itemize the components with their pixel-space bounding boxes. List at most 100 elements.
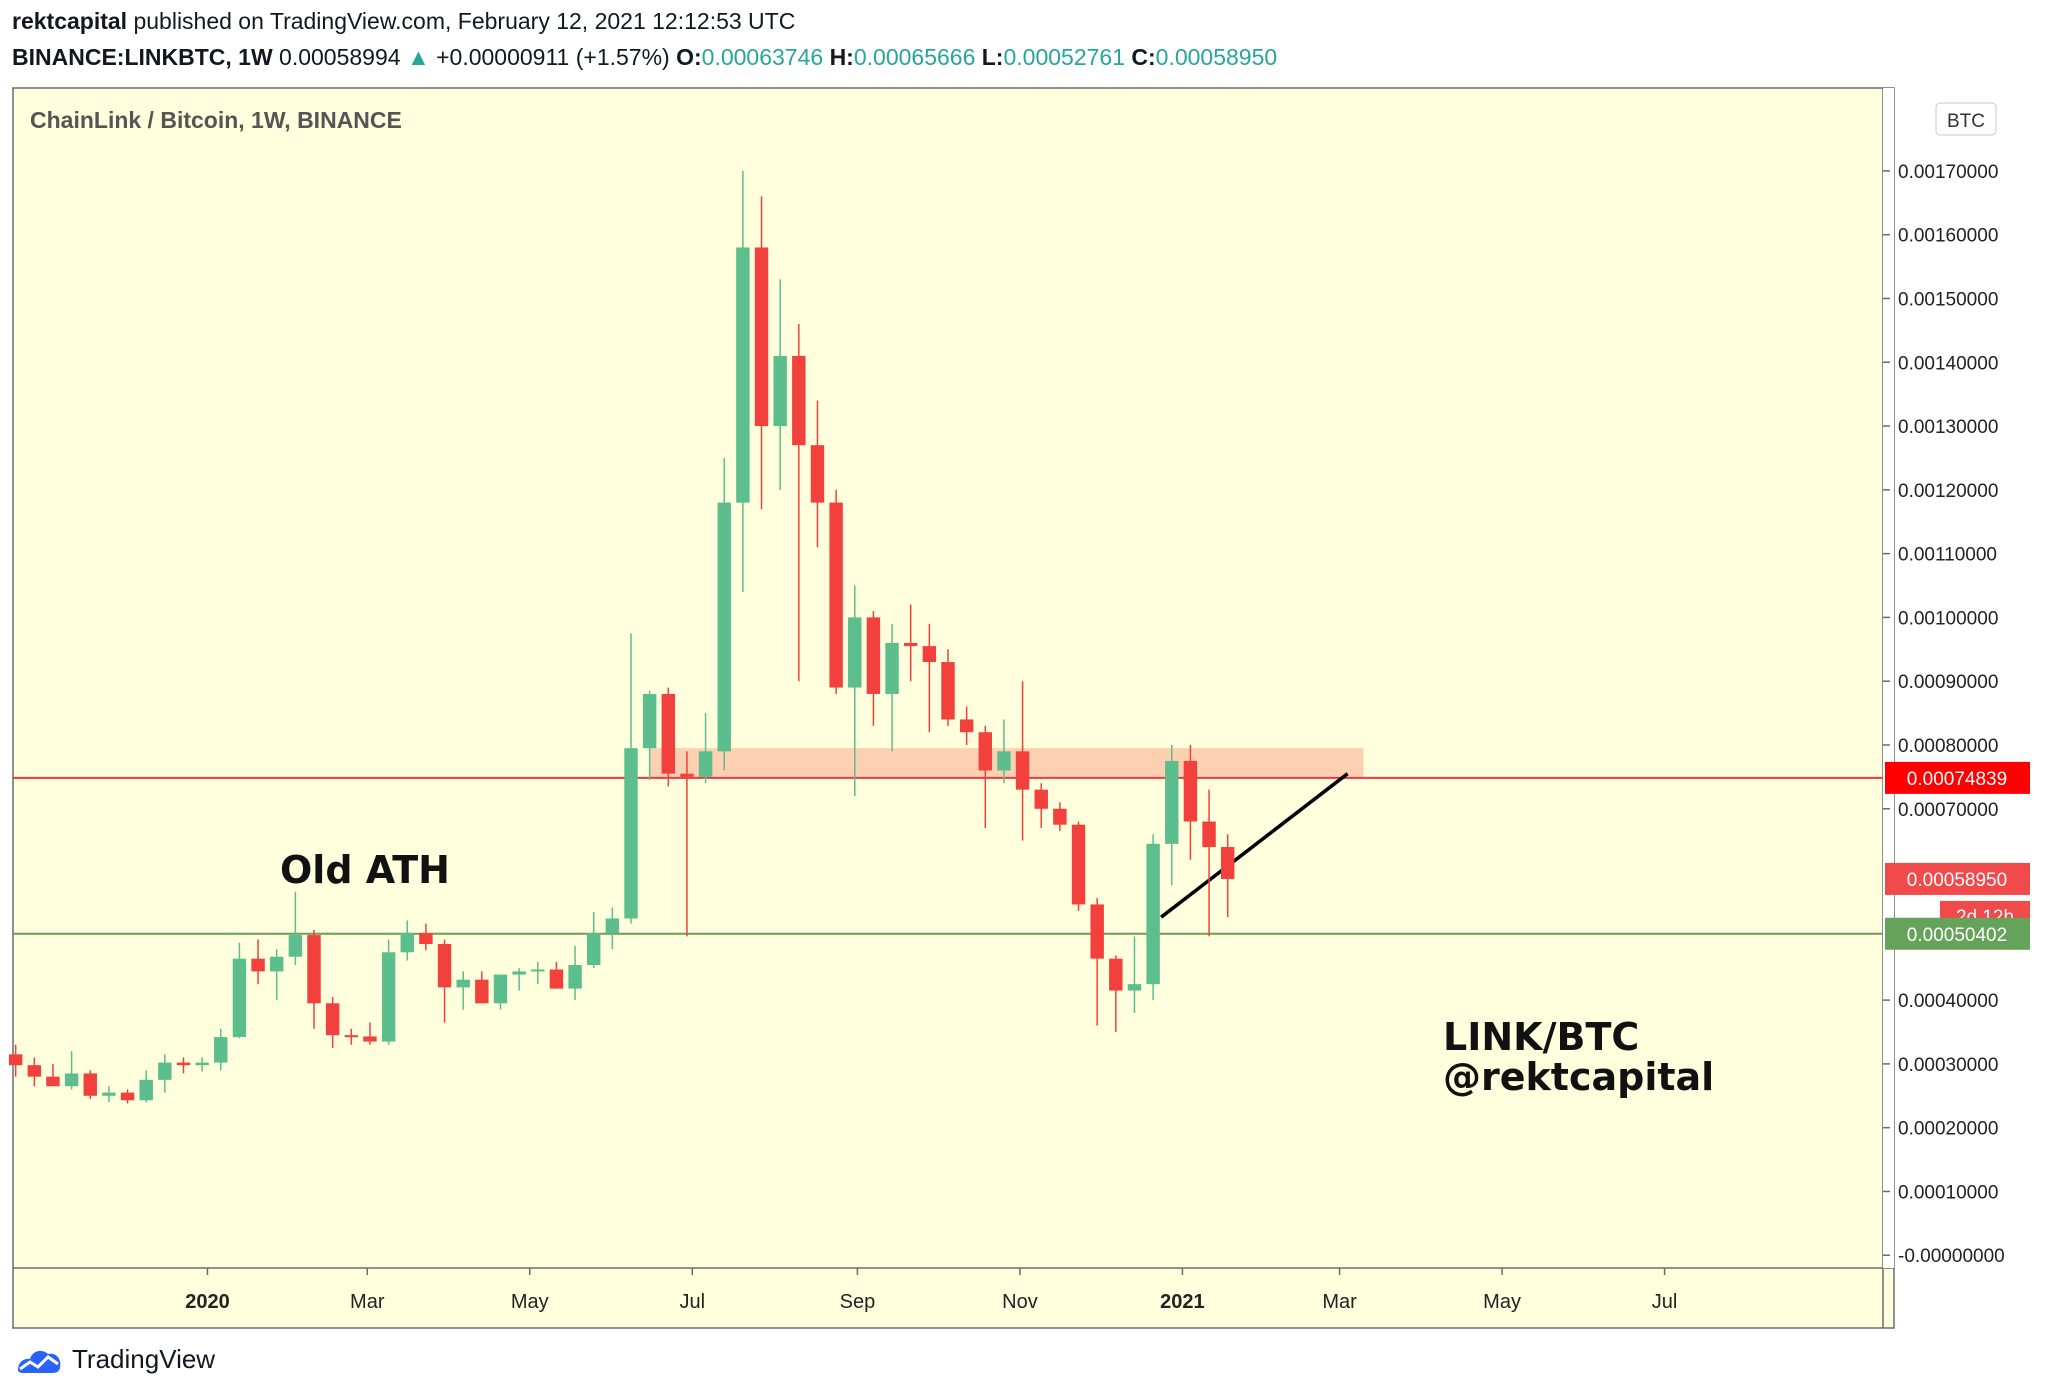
candle-body (1165, 760, 1179, 844)
high-label: H: (829, 44, 854, 70)
candle-body (232, 958, 247, 1038)
low-value: 0.00052761 (1003, 44, 1125, 70)
candle-body (959, 719, 974, 733)
candle-body (158, 1062, 172, 1080)
candle-body (997, 751, 1011, 771)
candle-body (363, 1036, 377, 1042)
candle-body (46, 1076, 60, 1087)
candle-body (475, 979, 489, 1004)
symbol-label: BINANCE:LINKBTC, 1W (12, 44, 273, 70)
candle-body (885, 642, 899, 694)
x-tick-label: 2020 (185, 1291, 230, 1313)
candle-body (978, 732, 993, 771)
publish-info: published on TradingView.com, February 1… (133, 8, 796, 34)
chart-title: ChainLink / Bitcoin, 1W, BINANCE (30, 107, 402, 133)
candle-body (1053, 808, 1067, 825)
candle-body (1015, 751, 1030, 790)
support-price-label: 0.00050402 (1907, 925, 2007, 946)
y-tick-label: 0.00170000 (1898, 162, 1998, 183)
candle-body (903, 642, 918, 647)
candle-body (27, 1065, 42, 1077)
low-label: L: (981, 44, 1004, 70)
x-tick-label: Jul (1652, 1291, 1678, 1313)
footer-brand[interactable]: TradingView (72, 1343, 216, 1374)
x-tick-label: May (511, 1291, 549, 1313)
y-tick-label: 0.00040000 (1898, 991, 1998, 1012)
candle-body (400, 933, 414, 953)
open-label: O: (676, 44, 702, 70)
candle-body (214, 1037, 228, 1063)
support-price-label-bg (1885, 917, 2030, 950)
candle-body (848, 617, 862, 688)
candle-body (568, 965, 582, 989)
candle-body (717, 502, 731, 752)
candle-body (866, 617, 881, 694)
candle-body (792, 355, 806, 446)
y-tick-label: 0.00090000 (1898, 672, 1998, 693)
price-axis-gap (1883, 88, 1894, 1268)
candle-body (1034, 789, 1048, 809)
candle-body (270, 956, 284, 972)
candle-body (307, 935, 321, 1004)
y-tick-label: 0.00070000 (1898, 800, 1998, 821)
y-tick-label: 0.00140000 (1898, 353, 1998, 374)
candle-body (64, 1073, 79, 1087)
candle-body (1127, 984, 1142, 991)
candle-body (344, 1035, 359, 1038)
close-price-label-bg (1885, 862, 2030, 895)
candle-body (437, 943, 452, 988)
y-tick-label: 0.00010000 (1898, 1182, 1998, 1203)
candle-body (829, 502, 843, 688)
x-tick-label: 2021 (1160, 1291, 1205, 1313)
y-tick-label: 0.00100000 (1898, 608, 1998, 629)
candle-body (512, 971, 526, 975)
trendline (1160, 772, 1349, 919)
symbol-header: BINANCE:LINKBTC, 1W 0.00058994 ▲ +0.0000… (12, 44, 1277, 71)
y-tick-label: 0.00030000 (1898, 1055, 1998, 1076)
candle-body (1090, 904, 1104, 959)
candle-body (83, 1073, 97, 1096)
x-tick-label: Mar (350, 1291, 385, 1313)
high-value: 0.00065666 (853, 44, 976, 70)
candle-body (419, 933, 433, 944)
tradingview-logo-icon (18, 1350, 61, 1373)
candle-body (605, 918, 620, 934)
candle-body (381, 952, 396, 1042)
resistance-price-label: 0.00074839 (1907, 769, 2007, 790)
candle-body (195, 1062, 209, 1066)
candle-body (8, 1054, 23, 1066)
candle-body (1146, 843, 1160, 985)
y-tick-label: 0.00130000 (1898, 417, 1998, 438)
y-tick-label: 0.00160000 (1898, 226, 1998, 247)
candle-body (810, 445, 825, 503)
currency-badge[interactable]: BTC (1935, 102, 1997, 136)
candle-body (102, 1092, 116, 1096)
y-tick-label: 0.00020000 (1898, 1119, 1998, 1140)
last-price: 0.00058994 (279, 44, 401, 70)
y-tick-label: 0.00150000 (1898, 289, 1998, 310)
y-tick-label: 0.00120000 (1898, 481, 1998, 502)
close-label: C: (1131, 44, 1156, 70)
resistance-price-label-bg (1885, 761, 2030, 794)
author-name[interactable]: rektcapital (12, 8, 128, 34)
pair-annotation: LINK/BTC (1443, 1015, 1639, 1059)
candle-body (1071, 824, 1086, 905)
candle-body (773, 355, 787, 427)
close-price-label: 0.00058950 (1907, 870, 2007, 891)
x-tick-label: Sep (840, 1291, 876, 1313)
y-tick-label: -0.00000000 (1898, 1246, 2005, 1267)
x-tick-label: May (1483, 1291, 1521, 1313)
candle-body (549, 969, 564, 989)
handle-annotation: @rektcapital (1443, 1055, 1714, 1099)
candle-body (661, 693, 676, 774)
candle-body (1183, 760, 1198, 822)
change-arrow-icon: ▲ (406, 44, 430, 70)
y-tick-label: 0.00110000 (1898, 545, 1997, 566)
candle-body (176, 1062, 191, 1066)
candle-body (642, 693, 657, 749)
candle-body (288, 935, 303, 957)
candle-body (1202, 821, 1216, 848)
publish-header: rektcapital published on TradingView.com… (12, 8, 795, 35)
candle-body (251, 958, 265, 972)
